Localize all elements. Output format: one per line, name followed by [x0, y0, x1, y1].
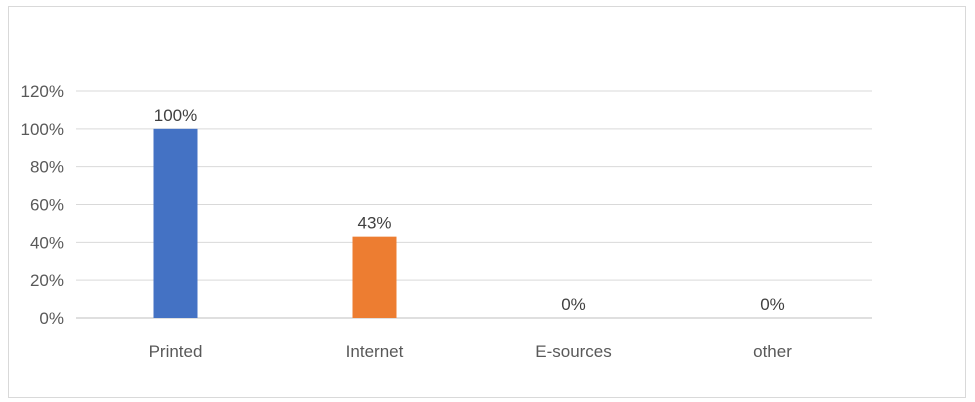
gridlines — [76, 90, 872, 319]
data-label: 0% — [760, 295, 785, 314]
y-tick-label: 60% — [30, 196, 64, 215]
data-label: 43% — [357, 214, 391, 233]
bar-printed — [153, 128, 198, 318]
category-labels: Printed Internet E-sources other — [149, 342, 793, 361]
y-tick-label: 40% — [30, 233, 64, 252]
data-label: 100% — [154, 106, 197, 125]
y-tick-label: 0% — [39, 309, 64, 328]
y-tick-label: 120% — [21, 82, 64, 101]
category-label: E-sources — [535, 342, 612, 361]
y-tick-label: 80% — [30, 158, 64, 177]
category-label: Internet — [346, 342, 404, 361]
data-labels: 100% 43% 0% 0% — [154, 106, 785, 314]
y-tick-label: 20% — [30, 271, 64, 290]
bar-internet — [352, 236, 397, 318]
category-label: other — [753, 342, 792, 361]
category-label: Printed — [149, 342, 203, 361]
data-label: 0% — [561, 295, 586, 314]
y-tick-label: 100% — [21, 120, 64, 139]
y-axis-tick-labels: 0% 20% 40% 60% 80% 100% 120% — [21, 82, 64, 328]
bars — [153, 128, 397, 318]
